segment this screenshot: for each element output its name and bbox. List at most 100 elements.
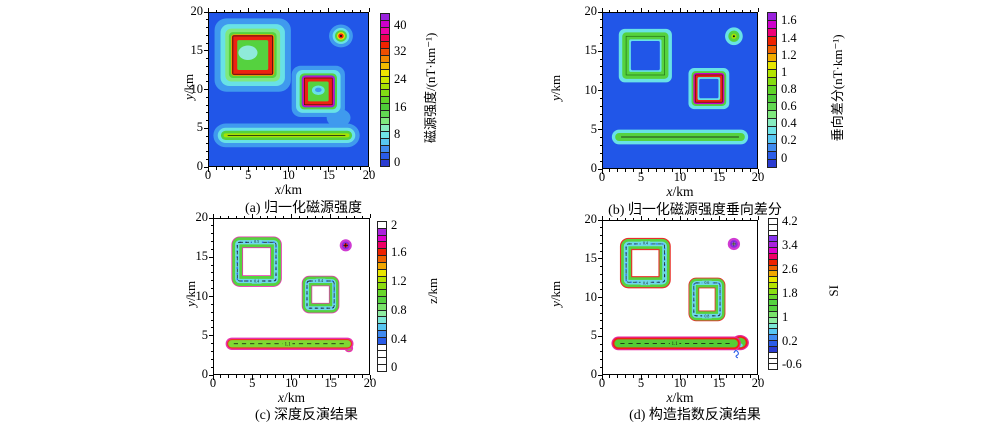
x-axis-tick [330,375,332,380]
y-tick-label: 5 [196,120,203,135]
x-axis-tick-top [726,9,728,12]
y-tick-label: 10 [190,81,204,96]
x-axis-tick-top [338,215,340,218]
x-axis-tick [749,169,751,172]
panel-a-heatmap [213,18,360,148]
anomaly-ring [339,34,343,38]
y-axis-tick [205,81,208,83]
colorbar-cell [768,86,776,95]
colorbar-cell [381,76,389,84]
colorbar-cell [378,331,386,338]
x-tick-label: 20 [362,168,376,182]
x-tick-label: 15 [712,170,726,184]
colorbar-tick-label: 1.2 [781,47,797,62]
x-axis-tick-top [734,9,736,12]
x-tick-label: 0 [209,376,217,390]
y-axis-tick [597,11,602,13]
y-tick-label: 15 [584,43,598,58]
ring-band [689,278,725,321]
x-axis-tick [632,169,634,172]
x-axis-tick [243,375,245,378]
colorbar-cell [381,69,389,77]
x-axis-tick-top [263,9,265,12]
y-axis-tick [205,120,208,121]
colorbar-tick-label: 2.6 [782,261,798,276]
x-axis-tick-top [741,217,743,220]
x-axis-tick-top [710,217,712,220]
blob [731,334,749,351]
colorbar-cell [378,262,386,270]
xlabel-unit: /km [672,390,694,405]
y-axis-tick [210,303,213,305]
panel-a-colorbar-label: 磁源强度/(nT·km⁻¹) [423,32,439,144]
x-axis-tick-top [687,217,689,220]
x-axis-tick-top [757,215,759,220]
x-axis-tick-top [275,215,277,218]
colorbar-cell [769,242,777,249]
panel-d-ylabel: y/km [548,219,564,369]
ylabel-var: y [181,94,197,100]
colorbar-tick-label: 1.8 [782,285,798,300]
y-axis-tick [599,359,602,360]
ylabel-var: y [183,301,199,307]
x-axis-tick-top [671,9,673,12]
y-axis-tick [599,58,602,60]
y-axis-tick [599,281,602,283]
x-axis-tick [228,375,230,378]
x-axis-tick-top [288,7,289,12]
y-axis-tick [210,264,213,266]
anomaly-interior [697,77,721,100]
x-axis-tick [648,375,650,378]
y-axis-tick [599,312,602,314]
y-axis-tick [599,35,602,37]
x-axis-tick-top [352,9,354,12]
x-axis-tick [632,375,634,378]
ring-band [625,243,666,283]
y-axis-tick [599,160,602,162]
y-axis-tick [205,27,208,28]
y-tick-label: 20 [195,210,209,224]
x-axis-tick [702,169,704,172]
x-axis-tick [648,169,650,172]
x-tick-label: 5 [249,376,256,390]
colorbar-cell [769,248,777,254]
colorbar-cell [769,358,777,365]
colorbar-cell [378,242,386,250]
y-axis-tick [203,11,208,13]
colorbar-cell [381,153,389,161]
x-axis-tick-top [220,215,222,218]
anomaly-halo [302,76,334,107]
blob [732,336,748,350]
y-axis-tick [205,158,208,160]
y-axis-tick [210,343,213,345]
y-axis-tick [599,235,602,236]
x-axis-tick [695,375,697,378]
blob [326,108,351,127]
x-axis-tick-top [656,217,658,220]
contour-label: 0.6 [705,281,710,285]
colorbar-cell [381,41,389,49]
x-axis-tick-top [624,9,626,12]
x-axis-tick-top [306,215,308,218]
x-axis-tick [288,167,289,172]
colorbar-tick-label: 4.2 [782,213,798,228]
y-axis-tick [210,280,213,282]
colorbar-cell [768,135,776,144]
colorbar-cell [381,34,389,42]
x-axis-tick-top [361,215,363,218]
colorbar-cell [381,90,389,98]
x-axis-tick [624,169,626,172]
anomaly-ring [335,30,347,42]
x-axis-tick [671,375,673,378]
x-axis-tick [304,167,306,170]
contour-label-bg [702,314,712,319]
ylabel-var: y [548,301,564,307]
x-axis-tick-top [231,9,233,12]
x-axis-tick-top [609,217,611,220]
ring-band [625,243,665,283]
y-tick-label: 10 [584,289,598,304]
colorbar-cell [378,365,386,371]
ring-band [232,237,281,286]
colorbar-cell [769,259,777,266]
x-axis-tick-top [749,9,751,12]
